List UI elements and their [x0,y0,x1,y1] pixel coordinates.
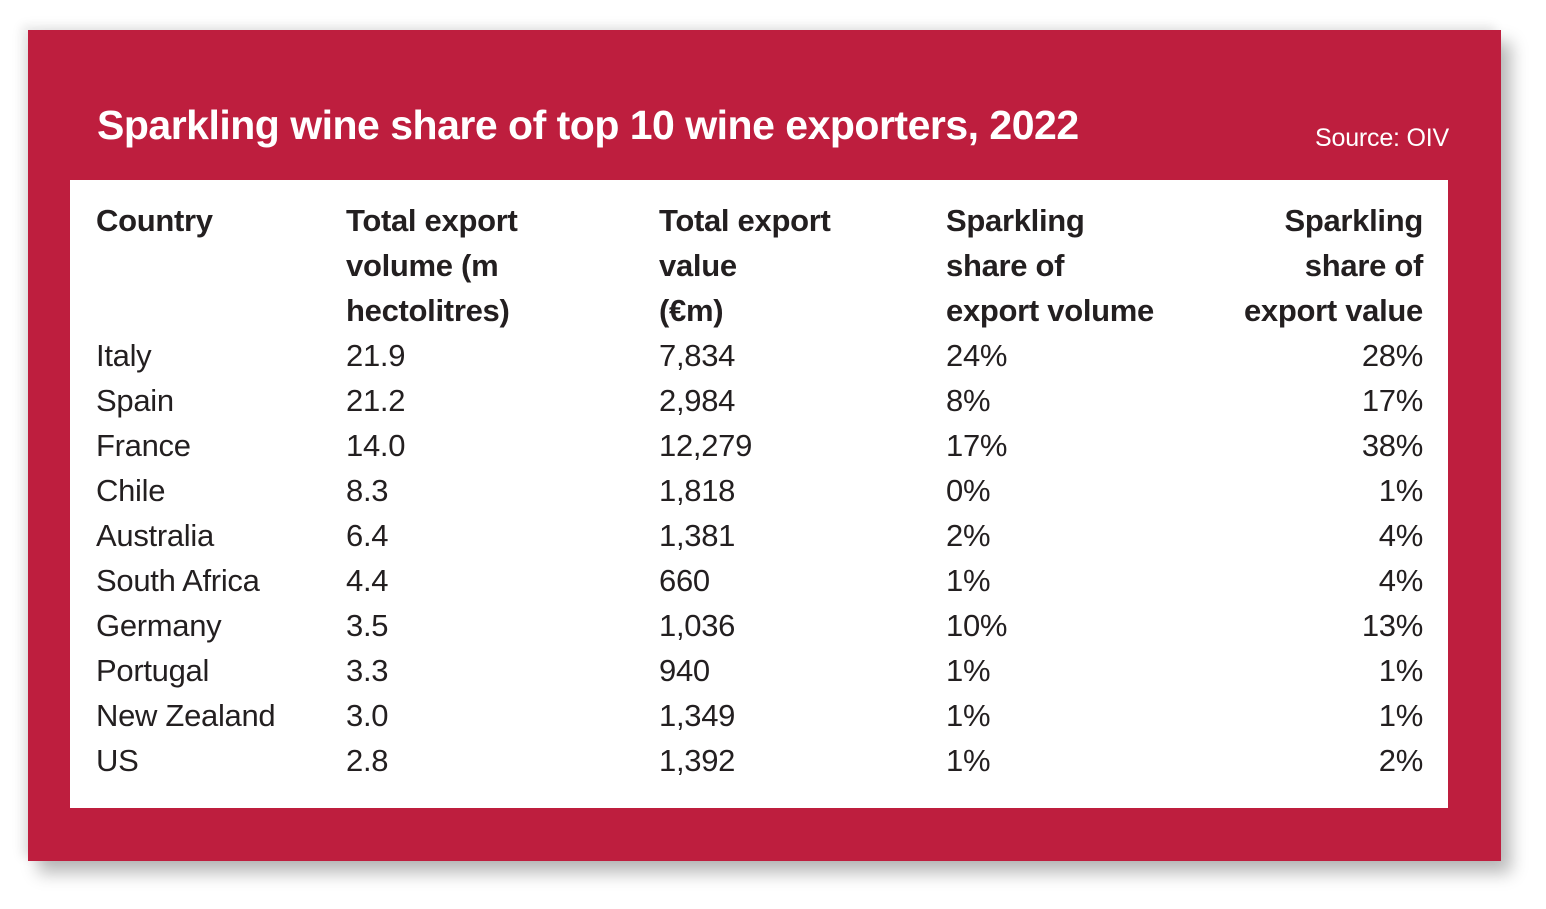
value-cell: 1,392 [659,743,736,778]
value-cell: 8% [946,383,991,418]
value-cell: 17% [946,428,1008,463]
value-cell: 3.5 [346,608,389,643]
value-cell: 14.0 [346,428,406,463]
value-cell: 2% [946,518,991,553]
source-label: Source: OIV [1315,124,1449,152]
country-cell: Chile [96,473,166,508]
page-title: Sparkling wine share of top 10 wine expo… [97,102,1079,148]
value-cell: 940 [659,653,710,688]
value-cell: 1,381 [659,518,736,553]
infographic-card: Sparkling wine share of top 10 wine expo… [28,30,1501,861]
country-cell: Germany [96,608,222,643]
table-row: Germany 3.5 1,036 10% 13% [96,603,1423,648]
value-cell: 6.4 [346,518,389,553]
country-cell: New Zealand [96,698,276,733]
country-cell: Italy [96,338,152,373]
table-row: Portugal 3.3 940 1% 1% [96,648,1423,693]
column-header: Country [96,203,213,238]
country-cell: Australia [96,518,214,553]
table-row: France 14.0 12,279 17% 38% [96,423,1423,468]
value-cell: 2,984 [659,383,736,418]
value-cell: 1,349 [659,698,736,733]
value-cell: 21.9 [346,338,406,373]
value-cell: 3.0 [346,698,389,733]
country-cell: South Africa [96,563,260,598]
table-body: Italy 21.9 7,834 24% 28% Spain 21.2 2,984 8% 17% F… [96,333,1423,783]
table-row: South Africa 4.4 660 1% 4% [96,558,1423,603]
value-cell: 4% [1378,518,1424,553]
value-cell: 660 [659,563,710,598]
value-cell: 1% [1378,698,1424,733]
column-header: Sparkling share of export volume [946,203,1154,328]
value-cell: 12,279 [659,428,753,463]
value-cell: 28% [1361,338,1423,373]
value-cell: 8.3 [346,473,389,508]
value-cell: 1,818 [659,473,736,508]
value-cell: 4% [1378,563,1424,598]
value-cell: 1% [1378,473,1424,508]
value-cell: 21.2 [346,383,406,418]
table-row: Chile 8.3 1,818 0% 1% [96,468,1423,513]
country-cell: US [96,743,139,778]
table-row: Spain 21.2 2,984 8% 17% [96,378,1423,423]
value-cell: 1% [946,563,991,598]
value-cell: 0% [946,473,991,508]
table-header-row: Country Total export volume (m hectolitre… [96,198,1423,333]
country-cell: Portugal [96,653,210,688]
column-header: Total export value (€m) [659,203,831,328]
table-row: US 2.8 1,392 1% 2% [96,738,1423,783]
table-row: New Zealand 3.0 1,349 1% 1% [96,693,1423,738]
value-cell: 17% [1361,383,1423,418]
exporters-table: Country Total export volume (m hectolitre… [70,180,1448,783]
value-cell: 1% [946,653,991,688]
value-cell: 1% [946,743,991,778]
country-cell: France [96,428,191,463]
value-cell: 10% [946,608,1008,643]
value-cell: 1% [946,698,991,733]
table-row: Italy 21.9 7,834 24% 28% [96,333,1423,378]
value-cell: 24% [946,338,1008,373]
country-cell: Spain [96,383,174,418]
table-panel: Country Total export volume (m hectolitre… [70,180,1448,808]
column-header: Sparkling share of export value [1243,203,1423,328]
column-header: Total export volume (m hectolitres) [346,203,518,328]
value-cell: 3.3 [346,653,389,688]
table-row: Australia 6.4 1,381 2% 4% [96,513,1423,558]
value-cell: 4.4 [346,563,389,598]
value-cell: 2.8 [346,743,389,778]
value-cell: 1,036 [659,608,736,643]
value-cell: 7,834 [659,338,736,373]
value-cell: 1% [1378,653,1424,688]
value-cell: 2% [1378,743,1424,778]
value-cell: 13% [1361,608,1423,643]
value-cell: 38% [1361,428,1423,463]
